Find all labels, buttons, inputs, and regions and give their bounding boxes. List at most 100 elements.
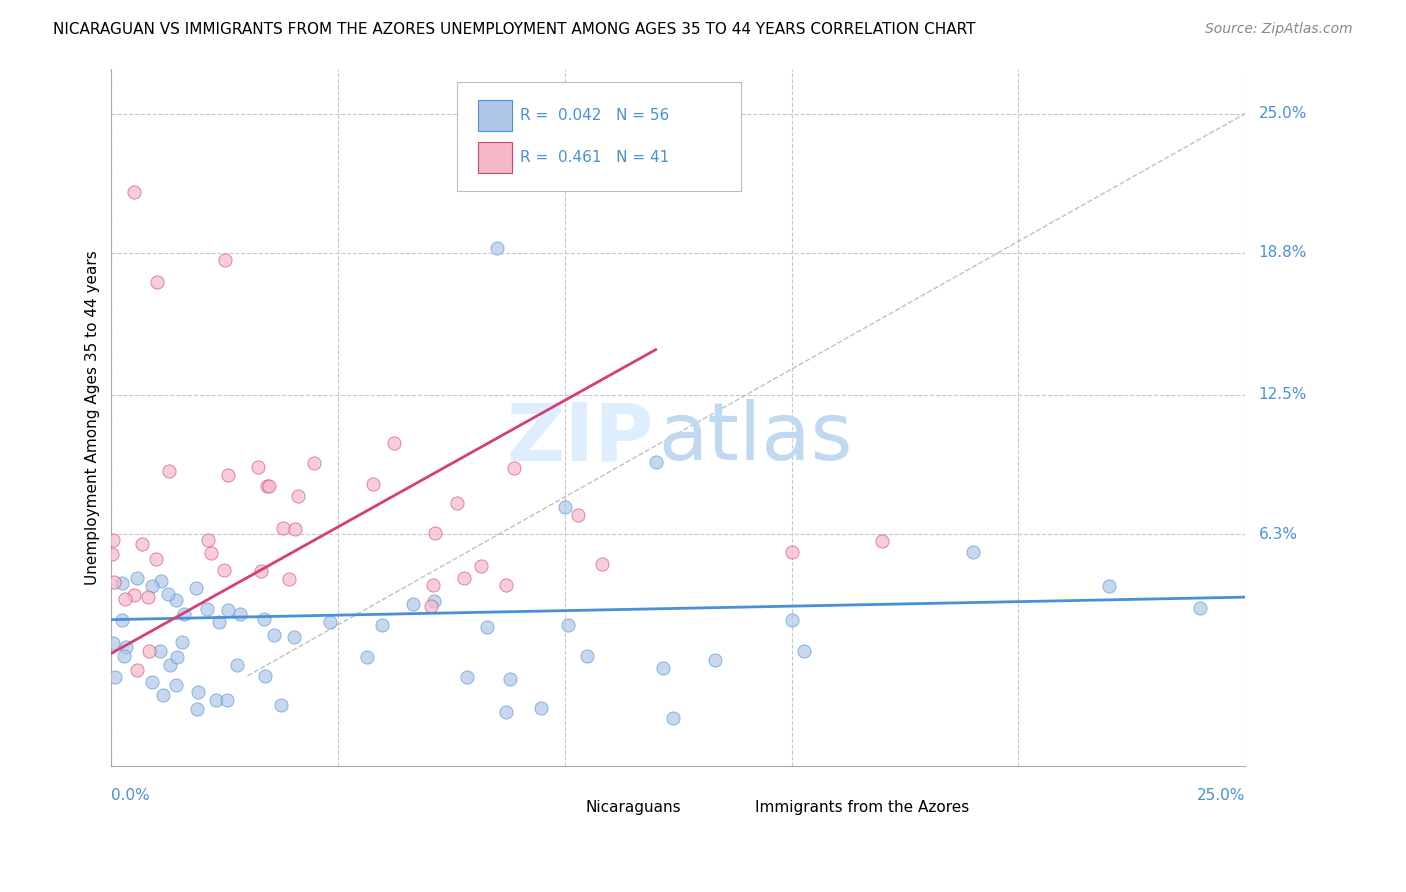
Point (150, 574, 173, 589)
Point (356, 650, 378, 665)
Point (382, 436, 405, 450)
Point (148, 643, 170, 657)
Point (470, 558, 492, 573)
Point (217, 467, 239, 482)
Text: 25.0%: 25.0% (1197, 789, 1246, 804)
Point (145, 275, 167, 289)
Point (284, 522, 307, 536)
Text: R =  0.042   N = 56: R = 0.042 N = 56 (520, 109, 669, 123)
Text: atlas: atlas (658, 399, 852, 477)
Point (287, 489, 309, 503)
Point (256, 479, 278, 493)
Point (402, 598, 425, 612)
Point (212, 563, 235, 577)
Point (186, 581, 208, 595)
Point (263, 628, 285, 642)
Point (283, 630, 305, 644)
Point (456, 670, 478, 684)
Point (254, 669, 277, 683)
Point (453, 571, 475, 585)
Point (173, 607, 195, 622)
FancyBboxPatch shape (478, 100, 512, 131)
Text: 12.5%: 12.5% (1258, 387, 1308, 402)
Point (252, 612, 274, 626)
Point (495, 578, 517, 592)
Point (157, 587, 180, 601)
Point (136, 590, 159, 604)
Point (103, 575, 125, 590)
Point (115, 640, 138, 654)
Text: Nicaraguans: Nicaraguans (585, 800, 681, 815)
Point (204, 693, 226, 707)
Point (125, 571, 148, 585)
Point (475, 620, 498, 634)
Point (422, 594, 444, 608)
Point (278, 572, 301, 586)
Point (420, 599, 443, 613)
Point (661, 711, 683, 725)
Point (1188, 601, 1211, 615)
Point (962, 545, 984, 559)
Text: ZIP: ZIP (506, 399, 654, 477)
Point (651, 661, 673, 675)
Point (422, 577, 444, 591)
Text: R =  0.461   N = 41: R = 0.461 N = 41 (520, 150, 669, 165)
Point (1098, 579, 1121, 593)
Text: 25.0%: 25.0% (1258, 106, 1308, 121)
Point (247, 459, 270, 474)
Point (111, 576, 134, 591)
Point (122, 186, 145, 200)
Point (793, 644, 815, 658)
Point (214, 252, 236, 267)
Point (446, 496, 468, 510)
Point (780, 545, 803, 559)
Point (122, 588, 145, 602)
Point (138, 644, 160, 658)
Point (141, 675, 163, 690)
Point (114, 592, 136, 607)
Point (371, 617, 394, 632)
Text: 0.0%: 0.0% (111, 789, 150, 804)
Point (165, 678, 187, 692)
Text: NICARAGUAN VS IMMIGRANTS FROM THE AZORES UNEMPLOYMENT AMONG AGES 35 TO 44 YEARS : NICARAGUAN VS IMMIGRANTS FROM THE AZORES… (53, 22, 976, 37)
FancyBboxPatch shape (457, 82, 741, 191)
Point (872, 533, 894, 548)
Point (229, 607, 252, 621)
Point (217, 603, 239, 617)
Point (270, 698, 292, 712)
Point (187, 685, 209, 699)
Point (554, 500, 576, 515)
Point (100, 547, 122, 561)
Point (152, 688, 174, 702)
Text: Source: ZipAtlas.com: Source: ZipAtlas.com (1205, 22, 1353, 37)
Text: 6.3%: 6.3% (1258, 526, 1298, 541)
Point (271, 521, 294, 535)
Point (195, 601, 218, 615)
Point (145, 551, 167, 566)
Point (495, 706, 517, 720)
Point (257, 479, 280, 493)
Point (591, 557, 613, 571)
Point (485, 242, 508, 256)
Point (159, 464, 181, 478)
Point (425, 525, 447, 540)
Point (111, 613, 134, 627)
FancyBboxPatch shape (733, 797, 765, 818)
Y-axis label: Unemployment Among Ages 35 to 44 years: Unemployment Among Ages 35 to 44 years (86, 250, 100, 584)
Point (703, 653, 725, 667)
Point (166, 649, 188, 664)
Point (170, 635, 193, 649)
Text: Immigrants from the Azores: Immigrants from the Azores (755, 800, 970, 815)
Point (112, 648, 135, 663)
Point (557, 618, 579, 632)
FancyBboxPatch shape (562, 797, 595, 818)
Point (503, 461, 526, 475)
Point (226, 658, 249, 673)
Point (197, 533, 219, 548)
Point (165, 593, 187, 607)
Point (319, 615, 342, 630)
Point (131, 537, 153, 551)
Point (101, 636, 124, 650)
Point (159, 658, 181, 673)
Point (780, 613, 803, 627)
